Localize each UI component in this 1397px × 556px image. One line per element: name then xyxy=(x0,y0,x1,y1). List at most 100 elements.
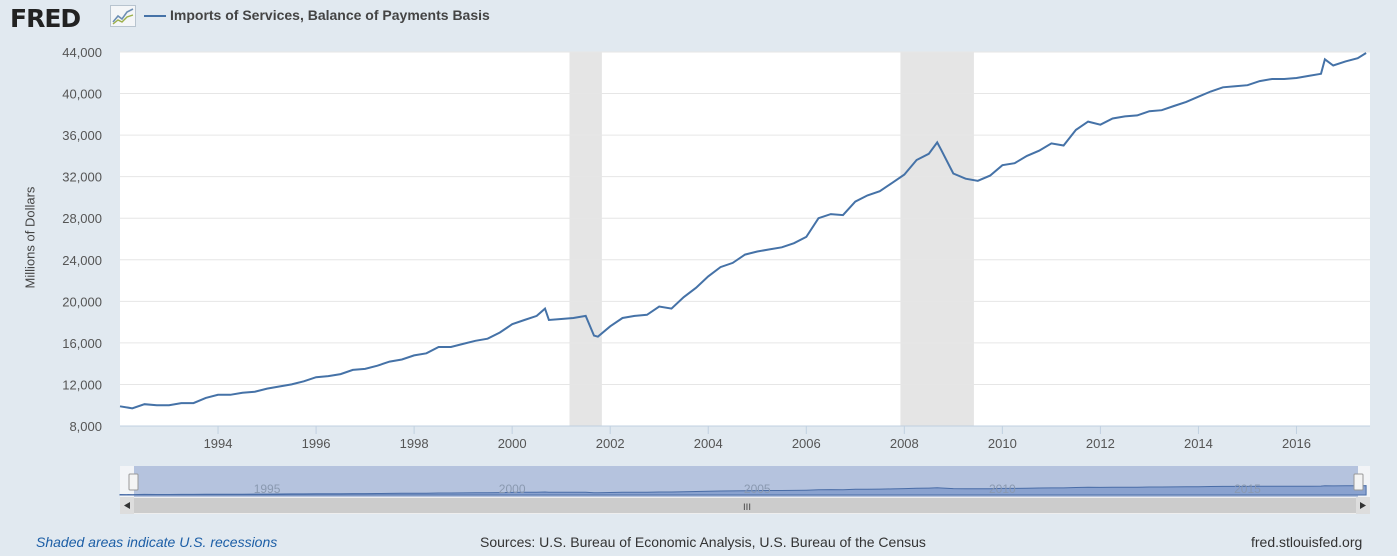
data-point[interactable] xyxy=(755,249,759,253)
data-point[interactable] xyxy=(510,322,514,326)
data-point[interactable] xyxy=(718,265,722,269)
data-point[interactable] xyxy=(412,353,416,357)
data-point[interactable] xyxy=(1221,85,1225,89)
data-point[interactable] xyxy=(731,261,735,265)
data-point[interactable] xyxy=(314,375,318,379)
data-point[interactable] xyxy=(1000,163,1004,167)
site-link[interactable]: fred.stlouisfed.org xyxy=(1251,534,1363,550)
data-point[interactable] xyxy=(743,253,747,257)
data-point[interactable] xyxy=(437,345,441,349)
data-point[interactable] xyxy=(290,382,294,386)
data-point[interactable] xyxy=(927,152,931,156)
data-point[interactable] xyxy=(1160,108,1164,112)
data-point[interactable] xyxy=(498,331,502,335)
data-point[interactable] xyxy=(1172,104,1176,108)
data-point[interactable] xyxy=(241,391,245,395)
data-point[interactable] xyxy=(878,189,882,193)
data-point[interactable] xyxy=(424,351,428,355)
data-point[interactable] xyxy=(951,172,955,176)
data-point[interactable] xyxy=(375,364,379,368)
data-point[interactable] xyxy=(1319,72,1323,76)
data-point[interactable] xyxy=(1331,64,1335,68)
data-point[interactable] xyxy=(535,314,539,318)
data-point[interactable] xyxy=(559,317,563,321)
data-point[interactable] xyxy=(522,318,526,322)
data-point[interactable] xyxy=(596,335,600,339)
data-point[interactable] xyxy=(461,342,465,346)
data-point[interactable] xyxy=(179,401,183,405)
data-point[interactable] xyxy=(1074,128,1078,132)
data-point[interactable] xyxy=(976,179,980,183)
data-point[interactable] xyxy=(1111,116,1115,120)
data-point[interactable] xyxy=(841,213,845,217)
data-point[interactable] xyxy=(817,216,821,220)
data-point[interactable] xyxy=(608,324,612,328)
data-point[interactable] xyxy=(768,247,772,251)
data-point[interactable] xyxy=(1294,76,1298,80)
data-point[interactable] xyxy=(118,404,122,408)
data-point[interactable] xyxy=(1062,144,1066,148)
data-point[interactable] xyxy=(633,314,637,318)
data-point[interactable] xyxy=(964,177,968,181)
data-point[interactable] xyxy=(326,374,330,378)
data-point[interactable] xyxy=(988,174,992,178)
data-point[interactable] xyxy=(1013,161,1017,165)
data-point[interactable] xyxy=(1364,51,1368,55)
data-point[interactable] xyxy=(449,345,453,349)
data-point[interactable] xyxy=(792,241,796,245)
data-point[interactable] xyxy=(253,390,257,394)
data-point[interactable] xyxy=(1025,154,1029,158)
data-point[interactable] xyxy=(645,313,649,317)
data-point[interactable] xyxy=(265,387,269,391)
data-point[interactable] xyxy=(1086,120,1090,124)
data-point[interactable] xyxy=(1209,89,1213,93)
data-point[interactable] xyxy=(866,193,870,197)
data-point[interactable] xyxy=(155,403,159,407)
data-point[interactable] xyxy=(1184,100,1188,104)
navigator-right-handle[interactable] xyxy=(1353,473,1364,491)
data-point[interactable] xyxy=(1147,109,1151,113)
data-point[interactable] xyxy=(780,245,784,249)
data-point[interactable] xyxy=(804,235,808,239)
data-point[interactable] xyxy=(204,396,208,400)
data-point[interactable] xyxy=(351,368,355,372)
data-point[interactable] xyxy=(547,318,551,322)
data-point[interactable] xyxy=(939,148,943,152)
data-point[interactable] xyxy=(706,274,710,278)
data-point[interactable] xyxy=(1282,77,1286,81)
fred-logo[interactable]: FRED xyxy=(10,4,81,33)
data-point[interactable] xyxy=(339,372,343,376)
data-point[interactable] xyxy=(853,200,857,204)
data-point[interactable] xyxy=(620,316,624,320)
data-point[interactable] xyxy=(543,307,547,311)
data-point[interactable] xyxy=(1037,149,1041,153)
data-point[interactable] xyxy=(473,339,477,343)
data-point[interactable] xyxy=(915,158,919,162)
data-point[interactable] xyxy=(1323,57,1327,61)
data-point[interactable] xyxy=(1135,113,1139,117)
data-point[interactable] xyxy=(130,406,134,410)
data-point[interactable] xyxy=(829,212,833,216)
data-point[interactable] xyxy=(1098,123,1102,127)
data-point[interactable] xyxy=(1245,83,1249,87)
navigator-left-handle[interactable] xyxy=(128,473,139,491)
data-point[interactable] xyxy=(902,173,906,177)
data-point[interactable] xyxy=(1356,56,1360,60)
data-point[interactable] xyxy=(1307,74,1311,78)
data-point[interactable] xyxy=(669,307,673,311)
data-point[interactable] xyxy=(935,140,939,144)
data-point[interactable] xyxy=(400,358,404,362)
data-point[interactable] xyxy=(1049,141,1053,145)
data-point[interactable] xyxy=(1258,79,1262,83)
data-point[interactable] xyxy=(682,295,686,299)
data-point[interactable] xyxy=(363,367,367,371)
data-point[interactable] xyxy=(1343,59,1347,63)
data-point[interactable] xyxy=(890,181,894,185)
data-point[interactable] xyxy=(584,314,588,318)
data-point[interactable] xyxy=(167,403,171,407)
data-point[interactable] xyxy=(1233,84,1237,88)
data-point[interactable] xyxy=(143,402,147,406)
data-point[interactable] xyxy=(486,337,490,341)
data-point[interactable] xyxy=(388,360,392,364)
data-point[interactable] xyxy=(228,393,232,397)
